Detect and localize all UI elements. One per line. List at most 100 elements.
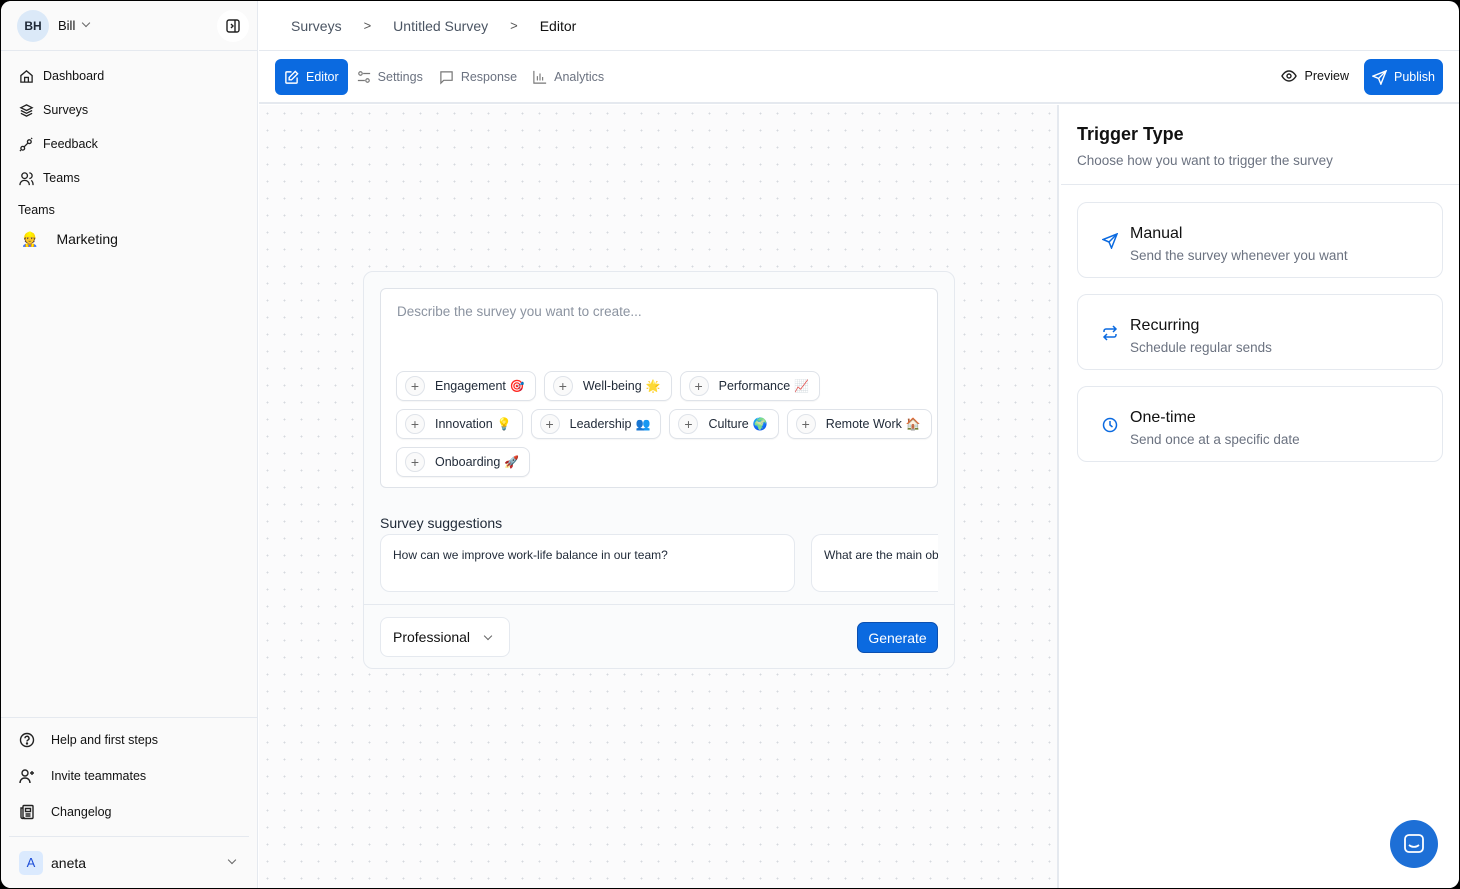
sliders-icon xyxy=(357,71,370,83)
workspace-name: aneta xyxy=(51,854,87,871)
preview-button[interactable]: Preview xyxy=(1280,69,1349,83)
chip-label: Performance xyxy=(718,379,791,393)
topic-chips: + Engagement 🎯 + Well-being 🌟 + Performance 📈 + In… xyxy=(396,371,936,477)
team-item-marketing[interactable]: 👷 Marketing xyxy=(1,221,257,257)
sidebar-item-surveys[interactable]: Surveys xyxy=(1,93,257,127)
option-title: One-time xyxy=(1130,409,1196,426)
send-icon xyxy=(1372,69,1387,85)
clock-icon xyxy=(1102,417,1118,433)
suggestion-card[interactable]: What are the main ob xyxy=(811,534,938,592)
feedback-icon xyxy=(19,136,33,152)
trigger-option-recurring[interactable]: Recurring Schedule regular sends xyxy=(1077,294,1443,370)
help-link[interactable]: Help and first steps xyxy=(1,722,257,758)
plus-icon: + xyxy=(795,414,816,434)
survey-prompt-input[interactable]: Describe the survey you want to create..… xyxy=(380,288,938,488)
panel-title: Trigger Type xyxy=(1077,124,1184,144)
send-icon xyxy=(1102,233,1118,249)
sidebar: BH Bill Dashboard Surveys Feedback Teams… xyxy=(1,1,258,888)
suggestions-title: Survey suggestions xyxy=(380,515,503,531)
chip-emoji-icon: 🌍 xyxy=(752,417,768,431)
sidebar-item-label: Surveys xyxy=(43,103,89,117)
topic-chip[interactable]: + Leadership 👥 xyxy=(530,409,662,439)
topic-chip[interactable]: + Engagement 🎯 xyxy=(396,371,536,401)
breadcrumb-surveys[interactable]: Surveys xyxy=(291,17,342,34)
avatar: BH xyxy=(17,9,49,42)
sidebar-item-label: Teams xyxy=(43,171,80,185)
breadcrumb-current: Editor xyxy=(539,17,577,34)
collapse-sidebar-button[interactable] xyxy=(217,10,249,42)
changelog-label: Changelog xyxy=(51,805,112,819)
chip-emoji-icon: 🏠 xyxy=(905,417,921,431)
suggestions-carousel[interactable]: How can we improve work-life balance in … xyxy=(380,534,938,592)
repeat-icon xyxy=(1102,325,1118,341)
publish-label: Publish xyxy=(1394,70,1435,84)
teams-section-label: Teams xyxy=(18,203,55,217)
trigger-panel: Trigger Type Choose how you want to trig… xyxy=(1061,105,1459,888)
chip-label: Remote Work xyxy=(825,417,902,431)
generate-button[interactable]: Generate xyxy=(857,622,938,653)
tab-response[interactable]: Response xyxy=(439,59,517,95)
chip-emoji-icon: 🎯 xyxy=(509,379,525,393)
eye-icon xyxy=(1280,70,1297,82)
workspace-switcher[interactable]: A aneta xyxy=(9,836,249,888)
option-desc: Send the survey whenever you want xyxy=(1130,248,1348,263)
topic-chip[interactable]: + Well-being 🌟 xyxy=(543,371,672,401)
publish-button[interactable]: Publish xyxy=(1364,59,1443,95)
plus-icon: + xyxy=(405,452,425,472)
breadcrumb: Surveys > Untitled Survey > Editor xyxy=(259,1,1459,51)
users-icon xyxy=(19,171,34,185)
topic-chip[interactable]: + Onboarding 🚀 xyxy=(396,447,531,477)
chevron-right-icon: > xyxy=(363,18,372,33)
plus-icon: + xyxy=(539,414,560,434)
layers-icon xyxy=(19,103,34,117)
tab-label: Response xyxy=(460,70,518,84)
chevron-down-icon xyxy=(483,631,493,641)
trigger-option-one-time[interactable]: One-time Send once at a specific date xyxy=(1077,386,1443,462)
tab-label: Editor xyxy=(306,70,339,84)
tone-value: Professional xyxy=(393,629,471,645)
sidebar-toggle-icon xyxy=(226,19,240,33)
tab-label: Analytics xyxy=(554,70,605,84)
breadcrumb-survey[interactable]: Untitled Survey xyxy=(393,17,489,34)
topic-chip[interactable]: + Culture 🌍 xyxy=(669,409,779,439)
chip-label: Innovation xyxy=(435,417,493,431)
ai-generator-card: Describe the survey you want to create..… xyxy=(363,271,955,669)
sidebar-item-label: Dashboard xyxy=(43,69,105,83)
plus-icon: + xyxy=(405,414,425,434)
tab-analytics[interactable]: Analytics xyxy=(533,59,604,95)
home-icon xyxy=(20,69,33,83)
option-title: Manual xyxy=(1130,225,1183,242)
chevron-down-icon xyxy=(227,855,237,865)
chip-emoji-icon: 📈 xyxy=(794,379,810,393)
plus-icon: + xyxy=(688,376,709,396)
changelog-link[interactable]: Changelog xyxy=(1,794,257,830)
sidebar-item-dashboard[interactable]: Dashboard xyxy=(1,59,257,93)
chevron-down-icon xyxy=(82,18,91,27)
chip-label: Onboarding xyxy=(435,455,501,469)
topic-chip[interactable]: + Performance 📈 xyxy=(679,371,821,401)
plus-icon: + xyxy=(405,376,425,396)
sidebar-item-feedback[interactable]: Feedback xyxy=(1,127,257,161)
suggestion-card[interactable]: How can we improve work-life balance in … xyxy=(380,534,795,592)
account-switcher[interactable]: BH Bill xyxy=(1,1,257,51)
chip-emoji-icon: 💡 xyxy=(496,417,512,431)
tab-settings[interactable]: Settings xyxy=(357,59,423,95)
panel-subtitle: Choose how you want to trigger the surve… xyxy=(1077,153,1333,168)
tone-select[interactable]: Professional xyxy=(380,617,510,657)
tab-editor[interactable]: Editor xyxy=(275,59,348,95)
editor-canvas: Describe the survey you want to create..… xyxy=(259,105,1059,888)
topic-chip[interactable]: + Innovation 💡 xyxy=(396,409,523,439)
topic-chip[interactable]: + Remote Work 🏠 xyxy=(786,409,932,439)
invite-teammates-link[interactable]: Invite teammates xyxy=(1,758,257,794)
chip-label: Culture xyxy=(708,417,749,431)
chat-support-button[interactable] xyxy=(1390,820,1438,868)
sidebar-item-teams[interactable]: Teams xyxy=(1,161,257,195)
bar-chart-icon xyxy=(533,70,547,84)
help-icon xyxy=(19,732,35,748)
trigger-option-manual[interactable]: Manual Send the survey whenever you want xyxy=(1077,202,1443,278)
help-label: Help and first steps xyxy=(51,733,158,747)
chip-label: Well-being xyxy=(582,379,642,393)
chip-label: Leadership xyxy=(569,417,632,431)
chevron-right-icon: > xyxy=(510,18,518,33)
